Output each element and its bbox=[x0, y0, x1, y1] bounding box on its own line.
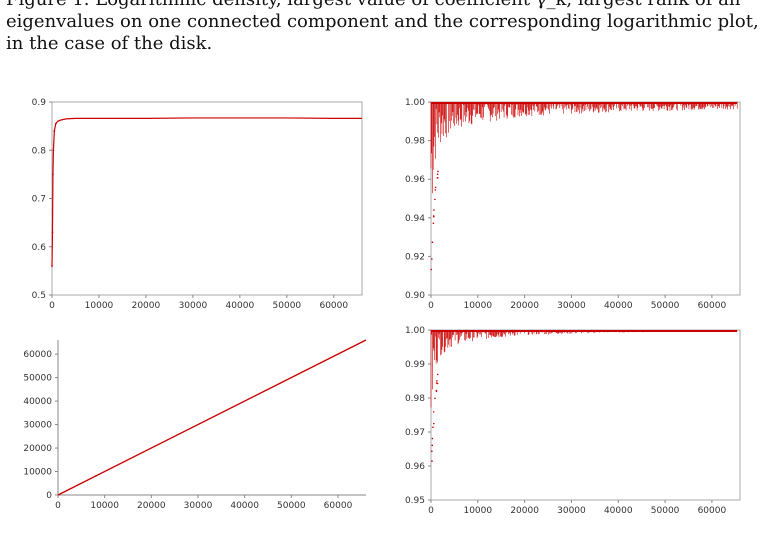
caption-line-3: in the case of the disk. bbox=[6, 33, 213, 54]
x-tick-label: 20000 bbox=[510, 506, 539, 516]
y-tick-label: 0.97 bbox=[405, 428, 425, 438]
data-point bbox=[51, 265, 53, 267]
x-tick-label: 30000 bbox=[557, 506, 586, 516]
y-tick-label: 0 bbox=[46, 491, 52, 501]
plot-log-density: 0 10000 20000 30000 40000 50000 60000 0.5 0.6 0.7… bbox=[32, 98, 363, 311]
data-point bbox=[433, 209, 435, 211]
x-tick-label: 10000 bbox=[463, 301, 492, 311]
x-tick-label: 30000 bbox=[179, 301, 208, 311]
caption-line-1: Figure 1. Logarithmic density, largest v… bbox=[6, 0, 772, 11]
data-point bbox=[434, 198, 436, 201]
y-tick-label: 0.90 bbox=[405, 291, 425, 301]
data-point bbox=[436, 382, 439, 385]
data-point bbox=[431, 444, 434, 447]
x-tick-label: 40000 bbox=[604, 301, 633, 311]
y-tick-label: 0.5 bbox=[32, 291, 46, 301]
x-tick-label: 20000 bbox=[510, 301, 539, 311]
data-band bbox=[430, 102, 738, 194]
data-point bbox=[431, 241, 434, 244]
x-tick-label: 0 bbox=[49, 301, 55, 311]
x-tick-label: 50000 bbox=[651, 301, 680, 311]
x-tick-label: 20000 bbox=[132, 301, 161, 311]
data-point bbox=[434, 186, 437, 189]
x-tick-label: 0 bbox=[428, 506, 434, 516]
x-tick-label: 50000 bbox=[277, 501, 306, 511]
data-point bbox=[434, 397, 436, 400]
x-tick-label: 60000 bbox=[698, 301, 727, 311]
plot-largest-coefficient: 0 10000 20000 30000 40000 50000 60000 0.90 0.92 0… bbox=[405, 98, 741, 311]
data-point bbox=[431, 437, 434, 440]
plot-frame bbox=[51, 101, 363, 296]
x-tick-label: 0 bbox=[428, 301, 434, 311]
figure-caption: Figure 1. Logarithmic density, largest v… bbox=[6, 0, 772, 55]
x-tick-label: 50000 bbox=[651, 506, 680, 516]
x-tick-label: 20000 bbox=[137, 501, 166, 511]
x-tick-label: 10000 bbox=[463, 506, 492, 516]
y-tick-label: 1.00 bbox=[405, 98, 425, 108]
y-tick-label: 60000 bbox=[23, 350, 52, 360]
x-tick-label: 30000 bbox=[184, 501, 213, 511]
plot-largest-rank: 0 10000 20000 30000 40000 50000 60000 0 10000 200… bbox=[23, 339, 367, 511]
plot-frame bbox=[430, 101, 741, 296]
data-point bbox=[436, 380, 438, 382]
y-tick-label: 0.9 bbox=[32, 98, 47, 108]
data-point bbox=[436, 373, 439, 376]
x-tick-label: 60000 bbox=[698, 506, 727, 516]
y-tick-label: 0.94 bbox=[405, 214, 425, 224]
y-tick-label: 0.8 bbox=[32, 146, 47, 156]
y-tick-label: 0.7 bbox=[32, 195, 46, 205]
data-point bbox=[432, 222, 435, 224]
x-tick-label: 10000 bbox=[85, 301, 114, 311]
y-tick-label: 1.00 bbox=[405, 326, 425, 336]
data-point bbox=[52, 173, 54, 176]
y-tick-label: 50000 bbox=[23, 374, 52, 384]
x-tick-label: 30000 bbox=[557, 301, 586, 311]
x-tick-label: 40000 bbox=[226, 301, 255, 311]
data-point bbox=[436, 173, 439, 175]
x-tick-label: 60000 bbox=[324, 501, 353, 511]
data-point bbox=[431, 460, 433, 462]
data-band bbox=[430, 330, 738, 408]
data-series bbox=[51, 117, 362, 267]
data-point bbox=[436, 177, 439, 179]
data-point bbox=[432, 411, 435, 413]
y-tick-label: 40000 bbox=[23, 397, 52, 407]
data-point bbox=[433, 216, 435, 218]
data-point bbox=[430, 268, 433, 271]
data-point bbox=[432, 426, 434, 428]
data-point bbox=[51, 231, 54, 234]
data-point bbox=[432, 422, 435, 425]
data-point bbox=[435, 390, 438, 393]
data-point bbox=[431, 258, 433, 260]
y-tick-label: 0.6 bbox=[32, 243, 47, 253]
plot-largest-rank-log: 0 10000 20000 30000 40000 50000 60000 0.95 0.96 0… bbox=[405, 326, 741, 516]
y-tick-label: 10000 bbox=[23, 468, 52, 478]
data-point bbox=[431, 450, 433, 452]
data-point bbox=[434, 189, 437, 191]
data-point bbox=[53, 130, 56, 132]
y-tick-label: 0.98 bbox=[405, 394, 425, 404]
y-tick-label: 0.92 bbox=[405, 252, 425, 262]
y-tick-label: 30000 bbox=[23, 421, 52, 431]
data-point bbox=[52, 149, 55, 152]
y-tick-label: 0.98 bbox=[405, 137, 425, 147]
caption-line-2: eigenvalues on one connected component a… bbox=[6, 11, 759, 32]
y-tick-label: 0.96 bbox=[405, 462, 425, 472]
y-tick-label: 0.96 bbox=[405, 175, 425, 185]
x-tick-label: 0 bbox=[55, 501, 61, 511]
data-line bbox=[57, 339, 367, 496]
x-tick-label: 40000 bbox=[604, 506, 633, 516]
data-point bbox=[437, 170, 439, 173]
y-tick-label: 0.95 bbox=[405, 496, 425, 506]
y-tick-label: 20000 bbox=[23, 444, 52, 454]
data-point bbox=[54, 122, 57, 125]
x-tick-label: 10000 bbox=[90, 501, 119, 511]
x-tick-label: 50000 bbox=[273, 301, 302, 311]
plot-frame bbox=[430, 329, 741, 501]
x-tick-label: 60000 bbox=[319, 301, 348, 311]
y-tick-label: 0.99 bbox=[405, 360, 425, 370]
x-tick-label: 40000 bbox=[230, 501, 259, 511]
